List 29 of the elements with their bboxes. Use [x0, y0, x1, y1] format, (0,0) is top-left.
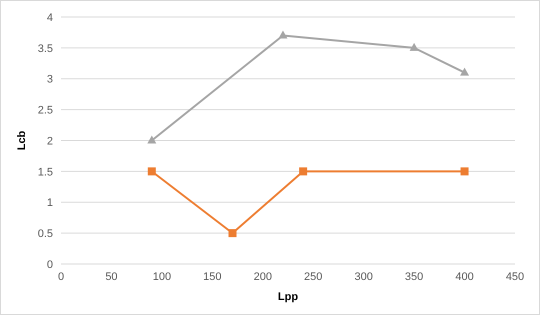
y-tick-label: 3.5: [38, 42, 53, 55]
x-axis-title: Lpp: [278, 291, 298, 303]
point: [148, 167, 156, 176]
point: [460, 167, 469, 176]
y-tick-label: 3: [46, 74, 53, 86]
point: [278, 30, 288, 39]
y-tick-label: 1: [46, 197, 53, 210]
x-tick-label: 400: [455, 270, 474, 283]
y-tick-label: 0.5: [38, 228, 53, 240]
y-tick-label: 4: [46, 12, 53, 24]
point: [228, 229, 237, 238]
x-tick-label: 0: [58, 270, 64, 283]
x-tick-label: 50: [105, 270, 118, 283]
y-axis-title: Lcb: [16, 130, 28, 150]
y-tick-label: 1.5: [38, 166, 53, 178]
point: [147, 136, 156, 144]
y-tick-label: 2: [46, 135, 53, 148]
x-tick-label: 100: [152, 270, 172, 283]
x-tick-label: 350: [404, 270, 424, 283]
y-tick-label: 0: [46, 258, 53, 271]
y-tick-label: 2.5: [38, 104, 53, 117]
x-tick-label: 250: [304, 270, 322, 283]
point: [460, 68, 470, 76]
x-tick-label: 300: [354, 270, 373, 283]
x-tick-label: 450: [506, 270, 524, 283]
point: [299, 167, 308, 176]
x-tick-label: 150: [203, 270, 222, 283]
x-tick-label: 200: [254, 270, 272, 283]
point: [410, 42, 419, 51]
